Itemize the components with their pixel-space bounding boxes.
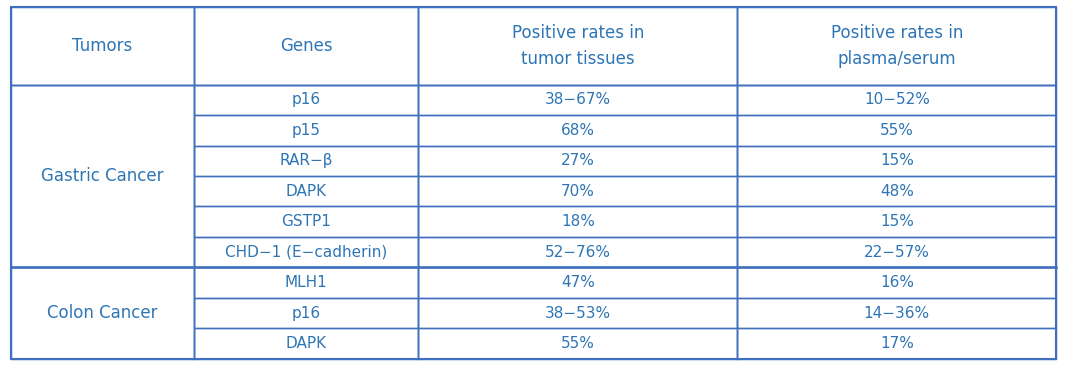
Text: 15%: 15% [880, 214, 913, 229]
Bar [418, 328, 737, 359]
Bar [737, 85, 1056, 115]
Bar [194, 146, 418, 176]
Bar [11, 267, 194, 359]
Bar [418, 176, 737, 206]
Bar [194, 85, 418, 115]
Text: 55%: 55% [561, 336, 595, 351]
Text: p16: p16 [291, 92, 320, 107]
Bar [418, 206, 737, 237]
Text: Positive rates in
tumor tissues: Positive rates in tumor tissues [512, 24, 644, 68]
Bar [737, 298, 1056, 328]
Bar [11, 7, 194, 85]
Text: MLH1: MLH1 [285, 275, 328, 290]
Bar [737, 206, 1056, 237]
Bar [194, 298, 418, 328]
Bar [418, 237, 737, 267]
Bar [194, 237, 418, 267]
Bar [737, 7, 1056, 85]
Text: 55%: 55% [880, 123, 913, 138]
Text: 52−76%: 52−76% [545, 244, 611, 259]
Text: 68%: 68% [561, 123, 595, 138]
Bar [194, 115, 418, 146]
Text: 22−57%: 22−57% [864, 244, 929, 259]
Bar [11, 267, 194, 359]
Bar [737, 115, 1056, 146]
Text: p15: p15 [291, 123, 320, 138]
Text: RAR−β: RAR−β [280, 153, 333, 168]
Bar [194, 267, 418, 298]
Text: 14−36%: 14−36% [864, 306, 930, 321]
Bar [737, 176, 1056, 206]
Text: 48%: 48% [880, 184, 913, 199]
Text: 15%: 15% [880, 153, 913, 168]
Text: 47%: 47% [561, 275, 595, 290]
Bar [418, 7, 737, 85]
Bar [737, 267, 1056, 298]
Text: 17%: 17% [880, 336, 913, 351]
Text: Positive rates in
plasma/serum: Positive rates in plasma/serum [831, 24, 964, 68]
Bar [418, 267, 737, 298]
Bar [737, 146, 1056, 176]
Bar [194, 176, 418, 206]
Text: 18%: 18% [561, 214, 595, 229]
Bar [418, 115, 737, 146]
Text: GSTP1: GSTP1 [281, 214, 331, 229]
Bar [194, 328, 418, 359]
Text: 10−52%: 10−52% [864, 92, 929, 107]
Bar [737, 237, 1056, 267]
Bar [194, 206, 418, 237]
Bar [418, 146, 737, 176]
Text: Genes: Genes [280, 37, 333, 55]
Bar [737, 328, 1056, 359]
Bar [194, 7, 418, 85]
Bar [11, 85, 194, 267]
Text: 16%: 16% [880, 275, 913, 290]
Text: 70%: 70% [561, 184, 595, 199]
Text: 38−67%: 38−67% [545, 92, 611, 107]
Text: Tumors: Tumors [73, 37, 132, 55]
Text: CHD−1 (E−cadherin): CHD−1 (E−cadherin) [225, 244, 387, 259]
Text: 38−53%: 38−53% [545, 306, 611, 321]
Bar [11, 85, 194, 267]
Bar [418, 85, 737, 115]
Text: 27%: 27% [561, 153, 595, 168]
Text: p16: p16 [291, 306, 320, 321]
Text: Gastric Cancer: Gastric Cancer [41, 167, 163, 185]
Bar [418, 298, 737, 328]
Text: DAPK: DAPK [286, 184, 327, 199]
Text: DAPK: DAPK [286, 336, 327, 351]
Text: Colon Cancer: Colon Cancer [47, 304, 158, 322]
